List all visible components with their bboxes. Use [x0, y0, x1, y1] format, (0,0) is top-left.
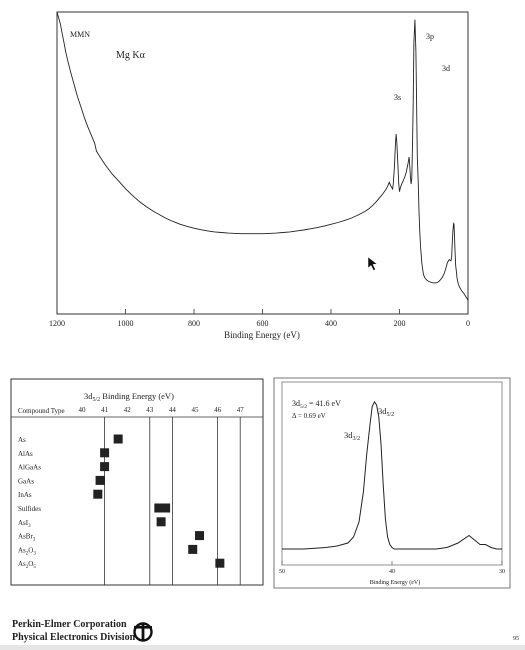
- table-frame: [10, 378, 264, 586]
- compound-label: AlGaAs: [18, 464, 41, 472]
- table-x-tick-label: 46: [214, 406, 222, 414]
- table-title: 3d5/2 Binding Energy (eV): [84, 391, 174, 403]
- compound-rows: As AlAs AlGaAs GaAs InAs Sulfides AsI3 AsBr3 As2…: [18, 436, 41, 570]
- 3p-peak-label: 3p: [426, 32, 434, 41]
- survey-x-tick-label: 0: [466, 319, 470, 328]
- binding-energy-mark: [195, 531, 205, 541]
- compound-label: AsI3: [18, 519, 31, 529]
- binding-energy-table-chart: 3d5/2 Binding Energy (eV) Compound Type …: [10, 378, 264, 586]
- binding-energy-marks: [93, 434, 225, 568]
- peak-detail-line: [282, 401, 502, 550]
- binding-energy-mark: [161, 503, 171, 513]
- footer-division: Physical Electronics Division: [12, 632, 136, 643]
- survey-spectrum-chart: 1200 1000 800 600 400 200 0 MMN Mg Kα 3s 3p 3d…: [49, 11, 470, 340]
- bottom-strip: [0, 645, 525, 650]
- compound-label: As2O5: [18, 560, 36, 570]
- survey-source-label: Mg Kα: [116, 50, 146, 61]
- survey-x-axis-label: Binding Energy (eV): [224, 330, 300, 340]
- 3s-peak-label: 3s: [394, 93, 401, 102]
- binding-energy-mark: [188, 544, 198, 554]
- binding-energy-mark: [100, 462, 110, 472]
- compound-label: As2O3: [18, 546, 36, 556]
- survey-x-tick-label: 600: [257, 319, 269, 328]
- footer-company: Perkin-Elmer Corporation: [12, 619, 127, 630]
- table-x-axis: 40 41 42 43 44 45 46 47: [79, 406, 245, 585]
- binding-energy-mark: [113, 434, 123, 444]
- detail-x-tick-label: 50: [279, 569, 285, 575]
- detail-x-axis: 50 40 30: [279, 561, 505, 575]
- peak-position-annotation: 3d5/2 = 41.6 eV: [292, 399, 341, 410]
- binding-energy-mark: [100, 448, 110, 458]
- survey-spectrum-line: [56, 11, 469, 301]
- detail-x-axis-label: Binding Energy (eV): [370, 579, 421, 586]
- binding-energy-mark: [93, 489, 103, 499]
- peak-detail-chart: 50 40 30 3d5/2 = 41.6 eV Δ = 0.69 eV 3d5/2…: [273, 377, 511, 589]
- survey-x-tick-label: 1000: [118, 319, 134, 328]
- mmn-peak-label: MMN: [70, 30, 90, 39]
- table-x-tick-label: 44: [169, 406, 177, 414]
- 3d52-peak-label: 3d5/2: [378, 406, 394, 418]
- binding-energy-mark: [154, 503, 164, 513]
- peak-width-annotation: Δ = 0.69 eV: [292, 412, 326, 420]
- page-number: 95: [513, 636, 519, 642]
- table-x-tick-label: 47: [237, 406, 245, 414]
- binding-energy-mark: [156, 517, 166, 527]
- binding-energy-mark: [95, 475, 105, 485]
- compound-type-header: Compound Type: [18, 407, 65, 415]
- detail-x-tick-label: 30: [499, 569, 505, 575]
- compound-label: Sulfides: [18, 505, 41, 513]
- detail-frame: [273, 377, 511, 589]
- compound-label: As: [18, 436, 26, 444]
- table-x-tick-label: 45: [192, 406, 200, 414]
- 3d32-peak-label: 3d3/2: [344, 430, 360, 442]
- compound-label: GaAs: [18, 477, 34, 485]
- table-x-tick-label: 43: [146, 406, 154, 414]
- detail-plot-frame: [281, 381, 503, 566]
- binding-energy-mark: [215, 558, 225, 568]
- survey-x-tick-label: 200: [394, 319, 406, 328]
- 3d-peak-label: 3d: [442, 64, 450, 73]
- compound-label: AlAs: [18, 450, 33, 458]
- table-x-tick-label: 42: [124, 406, 132, 414]
- table-x-tick-label: 40: [79, 406, 87, 414]
- detail-x-tick-label: 40: [389, 569, 395, 575]
- compound-label: AsBr3: [18, 533, 36, 543]
- survey-x-tick-label: 1200: [49, 319, 65, 328]
- survey-x-tick-label: 400: [325, 319, 337, 328]
- survey-x-tick-label: 800: [188, 319, 200, 328]
- table-x-tick-label: 41: [101, 406, 109, 414]
- survey-x-axis: 1200 1000 800 600 400 200 0: [49, 309, 470, 328]
- compound-label: InAs: [18, 491, 32, 499]
- mouse-cursor-icon: [367, 256, 378, 271]
- perkin-elmer-logo-icon: [133, 622, 153, 642]
